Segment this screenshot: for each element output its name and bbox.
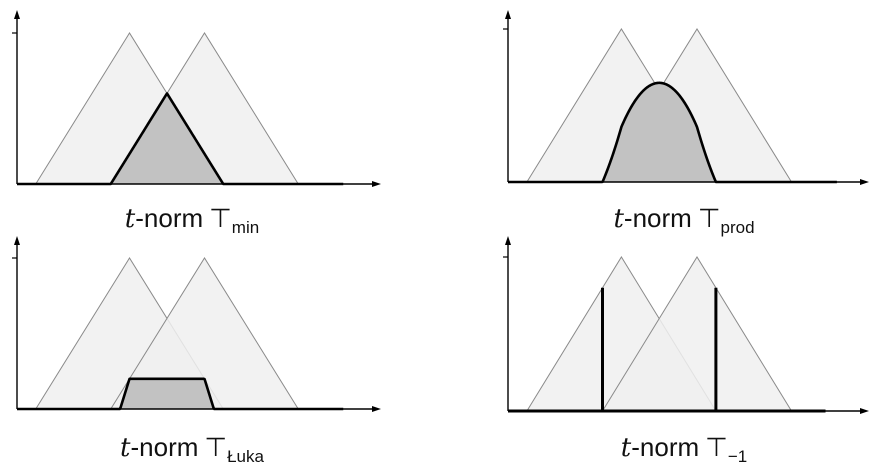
- caption-subscript: Łuka: [227, 446, 264, 466]
- y-axis-arrow: [14, 10, 20, 19]
- x-axis-arrow: [860, 179, 869, 185]
- caption-tnorm-min: t-norm ⊤min: [125, 205, 259, 236]
- caption-t: t: [620, 433, 632, 463]
- tnorm-symbol: ⊤: [204, 433, 228, 463]
- plot-tnorm-min: [12, 10, 381, 187]
- caption-norm: -norm: [623, 203, 692, 233]
- y-axis-arrow: [505, 236, 511, 245]
- y-axis-arrow: [14, 236, 20, 245]
- caption-subscript: min: [231, 217, 260, 237]
- caption-tnorm-prod: t-norm ⊤prod: [613, 205, 754, 236]
- caption-t: t: [120, 433, 131, 463]
- caption-norm: -norm: [130, 432, 199, 462]
- caption-tnorm-luka: t-norm ⊤Łuka: [120, 434, 264, 465]
- plot-tnorm-luka: [12, 236, 381, 412]
- caption-norm: -norm: [135, 203, 204, 233]
- x-axis-arrow: [860, 408, 869, 414]
- x-axis-arrow: [372, 181, 381, 187]
- tnorm-symbol: ⊤: [705, 433, 728, 463]
- result-area: [17, 378, 344, 409]
- caption-t: t: [124, 204, 136, 234]
- tnorm-symbol: ⊤: [209, 204, 232, 234]
- caption-subscript: −1: [727, 446, 748, 466]
- caption-subscript: prod: [720, 217, 755, 237]
- result-area: [508, 82, 837, 182]
- result-area: [17, 93, 344, 184]
- plot-tnorm-drastic: [503, 236, 869, 414]
- x-axis-arrow: [372, 406, 381, 412]
- caption-t: t: [613, 204, 624, 234]
- y-axis-arrow: [505, 10, 511, 19]
- tnorm-symbol: ⊤: [697, 204, 721, 234]
- plot-tnorm-prod: [503, 10, 869, 185]
- caption-norm: -norm: [631, 432, 700, 462]
- caption-tnorm-drastic: t-norm ⊤−1: [621, 434, 747, 465]
